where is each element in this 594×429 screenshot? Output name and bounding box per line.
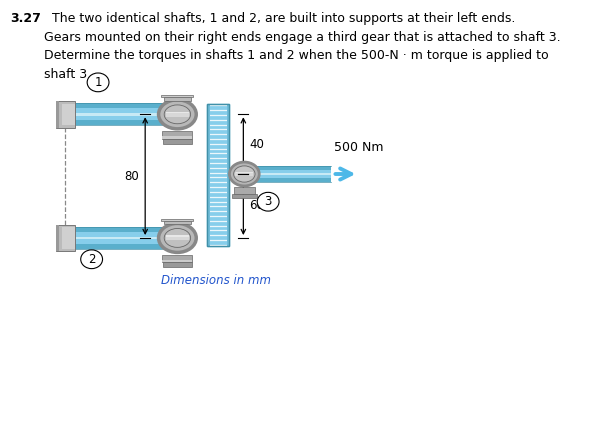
Bar xyxy=(242,166,331,169)
Bar xyxy=(166,112,189,113)
Text: 500 Nm: 500 Nm xyxy=(334,141,383,154)
Bar xyxy=(162,131,192,139)
Text: 80: 80 xyxy=(125,169,139,183)
Bar xyxy=(234,187,255,193)
Text: 2: 2 xyxy=(88,253,96,266)
Ellipse shape xyxy=(159,224,196,252)
Text: 40: 40 xyxy=(249,138,264,151)
Bar xyxy=(166,236,189,240)
Bar xyxy=(75,121,175,125)
Bar xyxy=(207,104,210,247)
Bar xyxy=(56,225,59,251)
Bar xyxy=(162,136,192,139)
Bar xyxy=(75,227,175,232)
Text: The two identical shafts, 1 and 2, are built into supports at their left ends.
G: The two identical shafts, 1 and 2, are b… xyxy=(43,12,560,81)
Circle shape xyxy=(87,73,109,92)
Ellipse shape xyxy=(233,166,255,182)
Bar xyxy=(242,178,331,182)
Text: 60: 60 xyxy=(249,199,264,212)
Bar xyxy=(75,103,175,125)
Bar xyxy=(232,193,257,198)
Ellipse shape xyxy=(159,100,196,129)
Bar xyxy=(62,104,75,125)
Bar xyxy=(162,95,194,97)
Bar xyxy=(56,101,75,127)
Bar xyxy=(75,113,175,116)
Bar xyxy=(235,172,254,176)
Ellipse shape xyxy=(164,105,191,124)
Bar xyxy=(236,172,253,173)
Bar xyxy=(207,104,229,247)
Bar xyxy=(163,139,192,144)
Bar xyxy=(75,227,175,249)
Bar xyxy=(62,227,75,248)
Text: Dimensions in mm: Dimensions in mm xyxy=(161,274,271,287)
Circle shape xyxy=(257,192,279,211)
Bar xyxy=(166,112,189,117)
Bar xyxy=(207,104,229,247)
Ellipse shape xyxy=(164,229,191,248)
Bar xyxy=(162,260,192,262)
Bar xyxy=(162,219,194,221)
Bar xyxy=(56,101,59,127)
Bar xyxy=(162,254,192,262)
Text: 1: 1 xyxy=(94,76,102,89)
Ellipse shape xyxy=(229,162,259,186)
Bar xyxy=(228,104,229,247)
Bar xyxy=(56,225,75,251)
Bar xyxy=(75,244,175,249)
Bar xyxy=(166,235,189,237)
Bar xyxy=(242,173,331,175)
Text: 3.27: 3.27 xyxy=(10,12,41,25)
Bar xyxy=(164,221,191,224)
Bar xyxy=(75,103,175,108)
Bar xyxy=(75,237,175,239)
Bar xyxy=(163,262,192,267)
Circle shape xyxy=(81,250,103,269)
Bar xyxy=(242,166,331,182)
Text: 3: 3 xyxy=(264,195,272,208)
Bar xyxy=(164,97,191,101)
